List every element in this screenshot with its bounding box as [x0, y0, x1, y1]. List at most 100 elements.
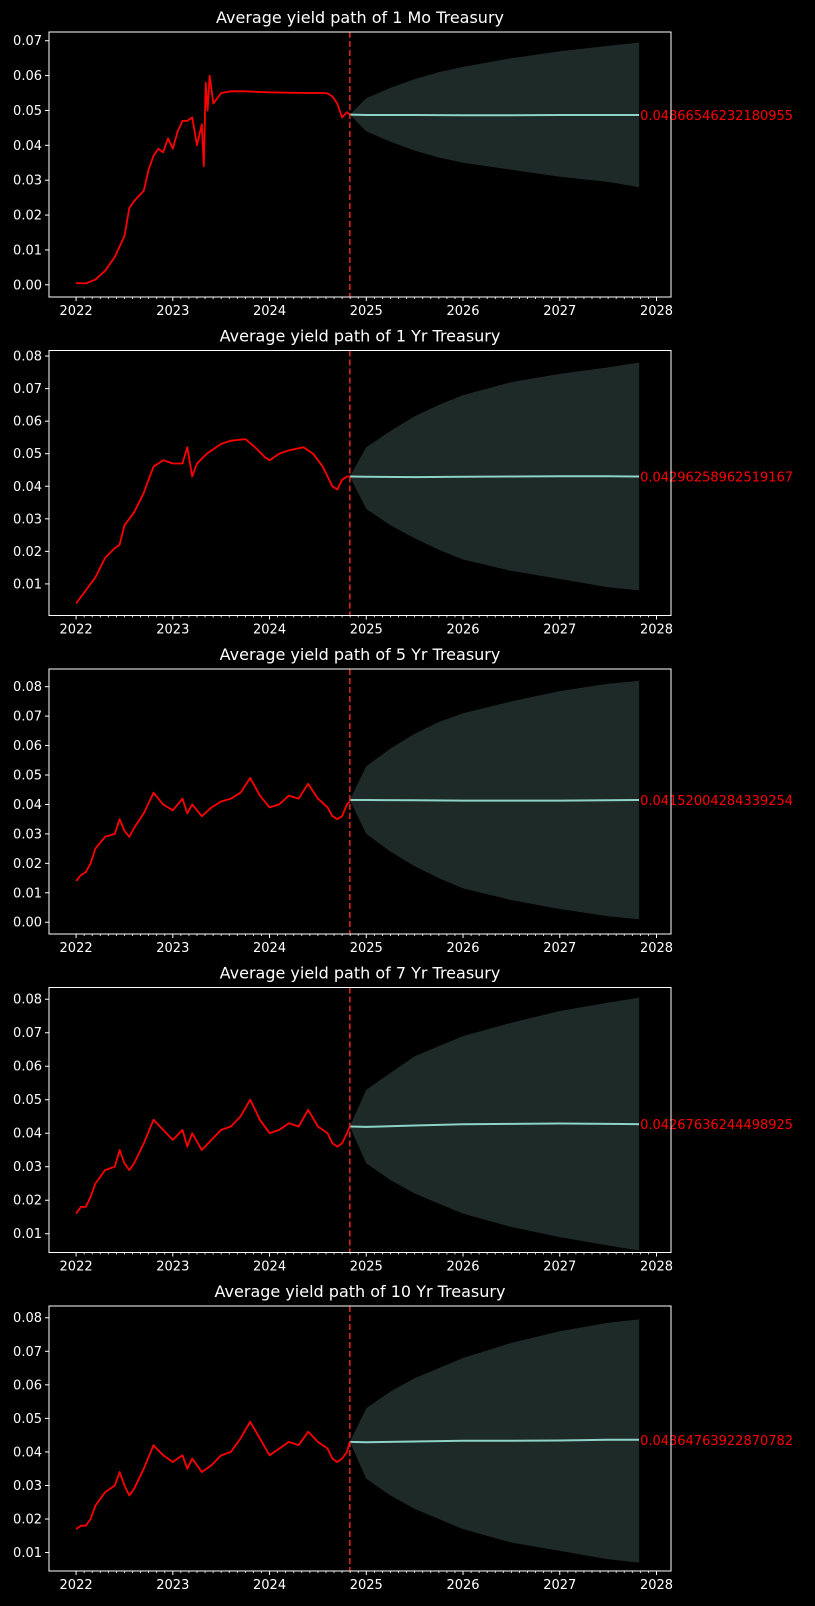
y-tick-label: 0.01 [13, 886, 42, 901]
chart-title: Average yield path of 1 Yr Treasury [220, 327, 501, 346]
historical-yield-line [75, 1420, 351, 1530]
historical-yield-line [75, 1098, 351, 1215]
y-tick-label: 0.07 [13, 1026, 42, 1041]
y-tick-label: 0.07 [13, 34, 42, 49]
x-tick-label: 2024 [253, 1578, 286, 1593]
x-tick-label: 2023 [156, 623, 189, 638]
x-tick-label: 2027 [543, 304, 576, 319]
y-tick-label: 0.02 [13, 1513, 42, 1528]
y-tick-label: 0.05 [13, 769, 42, 784]
y-tick-label: 0.02 [13, 857, 42, 872]
y-tick-label: 0.03 [13, 174, 42, 189]
x-tick-label: 2026 [446, 1578, 479, 1593]
forecast-mean-line [349, 1122, 640, 1128]
x-tick-label: 2025 [350, 1578, 383, 1593]
y-tick-label: 0.04 [13, 798, 42, 813]
x-tick-label: 2025 [350, 941, 383, 956]
y-tick-label: 0.08 [13, 993, 42, 1008]
historical-yield-line [75, 438, 350, 605]
x-tick-label: 2024 [253, 941, 286, 956]
chart-title: Average yield path of 10 Yr Treasury [215, 1282, 506, 1301]
x-tick-label: 2025 [350, 304, 383, 319]
chart-panel-5: Average yield path of 10 Yr Treasury 0.04… [13, 1282, 793, 1593]
forecast-mean-line [349, 113, 640, 117]
x-tick-label: 2027 [543, 623, 576, 638]
x-tick-label: 2026 [446, 623, 479, 638]
y-tick-label: 0.04 [13, 1127, 42, 1142]
y-tick-label: 0.01 [13, 1227, 42, 1242]
y-tick-label: 0.08 [13, 1311, 42, 1326]
y-tick-label: 0.04 [13, 480, 42, 495]
chart-panel-1: Average yield path of 1 Mo Treasury 0.048… [13, 8, 793, 319]
axes-frame [48, 1305, 672, 1572]
x-tick-label: 2024 [253, 304, 286, 319]
y-tick-label: 0.00 [13, 916, 42, 931]
x-tick-label: 2025 [350, 1260, 383, 1275]
y-tick-label: 0.06 [13, 739, 42, 754]
x-tick-label: 2028 [640, 1578, 673, 1593]
chart-title: Average yield path of 5 Yr Treasury [220, 645, 501, 664]
y-tick-label: 0.01 [13, 243, 42, 258]
y-tick-label: 0.03 [13, 512, 42, 527]
y-tick-label: 0.02 [13, 1194, 42, 1209]
chart-panel-3: Average yield path of 5 Yr Treasury 0.041… [13, 645, 793, 956]
y-tick-label: 0.03 [13, 1160, 42, 1175]
end-value-label: 0.04152004284339254 [640, 794, 793, 809]
y-tick-label: 0.05 [13, 1093, 42, 1108]
y-tick-label: 0.07 [13, 1345, 42, 1360]
y-tick-label: 0.01 [13, 1546, 42, 1561]
x-tick-label: 2022 [60, 1260, 93, 1275]
y-tick-label: 0.02 [13, 545, 42, 560]
forecast-mean-line [349, 799, 640, 802]
x-tick-label: 2028 [640, 1260, 673, 1275]
y-tick-label: 0.02 [13, 209, 42, 224]
x-tick-label: 2028 [640, 623, 673, 638]
x-tick-label: 2028 [640, 304, 673, 319]
x-tick-label: 2023 [156, 941, 189, 956]
y-tick-label: 0.07 [13, 382, 42, 397]
y-tick-label: 0.05 [13, 104, 42, 119]
y-tick-label: 0.08 [13, 350, 42, 365]
chart-title: Average yield path of 1 Mo Treasury [216, 8, 504, 27]
x-tick-label: 2026 [446, 1260, 479, 1275]
y-tick-label: 0.03 [13, 827, 42, 842]
x-tick-label: 2025 [350, 623, 383, 638]
chart-panel-2: Average yield path of 1 Yr Treasury0.042… [13, 327, 793, 638]
x-tick-label: 2024 [253, 1260, 286, 1275]
x-tick-label: 2023 [156, 304, 189, 319]
x-tick-label: 2022 [60, 1578, 93, 1593]
y-tick-label: 0.03 [13, 1479, 42, 1494]
y-tick-label: 0.05 [13, 447, 42, 462]
x-tick-label: 2028 [640, 941, 673, 956]
y-tick-label: 0.08 [13, 680, 42, 695]
x-tick-label: 2026 [446, 941, 479, 956]
end-value-label: 0.04296258962519167 [640, 470, 793, 485]
chart-title: Average yield path of 7 Yr Treasury [220, 964, 501, 983]
axes-frame [48, 668, 672, 935]
x-tick-label: 2027 [543, 1578, 576, 1593]
x-tick-label: 2027 [543, 1260, 576, 1275]
y-tick-label: 0.06 [13, 415, 42, 430]
axes-frame [48, 987, 672, 1253]
x-tick-label: 2023 [156, 1260, 189, 1275]
x-tick-label: 2022 [60, 941, 93, 956]
y-tick-label: 0.06 [13, 69, 42, 84]
x-tick-label: 2022 [60, 623, 93, 638]
y-tick-label: 0.06 [13, 1378, 42, 1393]
end-value-label: 0.04364763922870782 [640, 1434, 793, 1449]
x-tick-label: 2024 [253, 623, 286, 638]
y-tick-label: 0.00 [13, 278, 42, 293]
y-tick-label: 0.07 [13, 710, 42, 725]
x-tick-label: 2027 [543, 941, 576, 956]
y-tick-label: 0.04 [13, 1445, 42, 1460]
y-tick-label: 0.04 [13, 139, 42, 154]
chart-panel-4: Average yield path of 7 Yr Treasury0.042… [13, 964, 793, 1275]
historical-yield-line [75, 777, 351, 882]
axes-frame [48, 31, 672, 298]
end-value-label: 0.04267636244498925 [640, 1118, 793, 1133]
x-tick-label: 2022 [60, 304, 93, 319]
end-value-label: 0.04866546232180955 [640, 109, 793, 124]
historical-yield-line [76, 74, 351, 285]
x-tick-label: 2023 [156, 1578, 189, 1593]
